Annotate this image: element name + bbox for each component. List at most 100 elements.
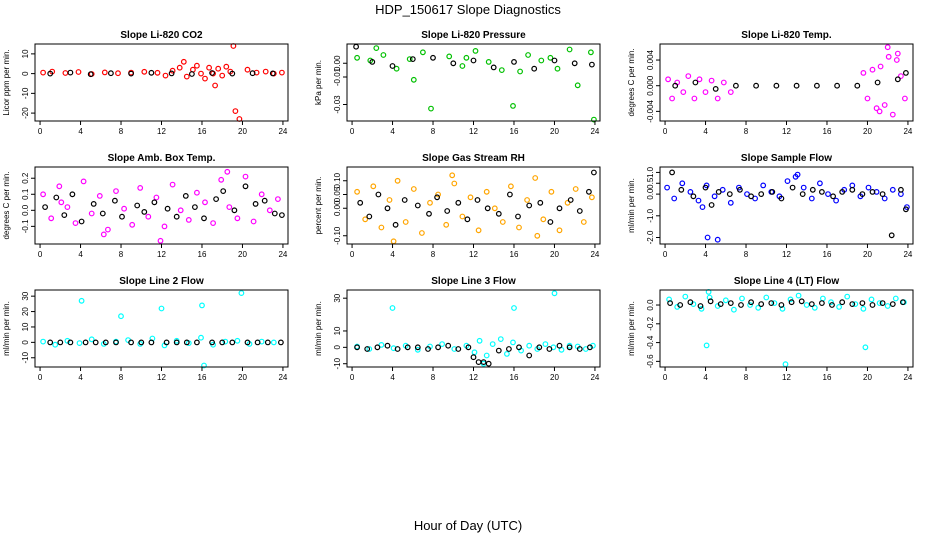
y-axis-label: degrees C per min.	[627, 48, 636, 116]
highlight-point	[163, 339, 170, 346]
highlight-point	[869, 302, 876, 308]
panel-title: Slope Li-820 CO2	[120, 30, 203, 41]
data-point	[665, 76, 671, 83]
highlight-point	[69, 191, 76, 198]
data-point	[198, 334, 204, 341]
highlight-point	[78, 218, 85, 225]
highlight-point	[768, 300, 775, 307]
x-tick-label: 20	[863, 250, 872, 259]
data-point	[386, 197, 393, 203]
data-point	[704, 234, 711, 241]
data-point	[476, 337, 483, 344]
panel-title: Slope Sample Flow	[741, 153, 832, 164]
highlight-point	[566, 344, 573, 351]
data-point	[244, 66, 251, 73]
highlight-point	[209, 339, 216, 346]
data-point	[510, 102, 516, 109]
data-point	[224, 168, 231, 175]
highlight-point	[898, 186, 904, 193]
highlight-point	[571, 60, 578, 67]
highlight-point	[426, 210, 432, 217]
y-tick-label: 0.2	[21, 172, 30, 184]
highlight-point	[834, 82, 840, 89]
highlight-point	[92, 339, 99, 346]
panel-title: Slope Amb. Box Temp.	[108, 153, 216, 164]
data-point	[711, 193, 718, 200]
data-point	[794, 171, 801, 178]
highlight-point	[470, 354, 477, 361]
highlight-point	[692, 79, 699, 86]
data-point	[534, 232, 541, 239]
y-axis-label: ml/min per min.	[2, 301, 11, 356]
data-point	[40, 69, 46, 76]
highlight-point	[188, 71, 195, 77]
x-tick-label: 8	[744, 373, 749, 382]
data-point	[696, 76, 703, 83]
data-point	[78, 297, 85, 304]
y-axis-label: percent per min.	[314, 177, 323, 235]
highlight-point	[264, 339, 271, 346]
highlight-point	[576, 346, 583, 352]
y-tick-label: 0	[21, 340, 30, 345]
data-point	[202, 75, 208, 82]
data-point	[101, 69, 108, 76]
data-point	[169, 181, 176, 188]
highlight-point	[47, 339, 54, 346]
x-tick-label: 12	[469, 373, 478, 382]
data-point	[747, 302, 753, 308]
highlight-point	[475, 359, 482, 366]
highlight-point	[717, 301, 724, 308]
highlight-point	[455, 199, 462, 206]
data-point	[373, 45, 380, 51]
highlight-point	[799, 191, 806, 198]
data-points	[666, 289, 907, 368]
y-tick-label: 0.00	[333, 55, 342, 71]
data-point	[362, 216, 369, 223]
plot-frame	[346, 166, 601, 245]
x-tick-label: 24	[278, 127, 287, 136]
x-tick-label: 20	[550, 373, 559, 382]
highlight-point	[271, 210, 278, 217]
x-tick-label: 8	[431, 127, 436, 136]
highlight-point	[526, 352, 533, 359]
data-point	[591, 116, 597, 123]
x-tick-label: 0	[663, 250, 668, 259]
data-point	[580, 219, 587, 225]
data-point	[113, 188, 119, 195]
chart-panel: Slope Li-820 Pressure kPa per min. 0 4 8 12 16…	[314, 30, 601, 136]
data-point	[548, 188, 555, 195]
y-tick-label: 10	[21, 49, 30, 58]
data-point	[443, 221, 450, 228]
y-tick-label: -10	[21, 351, 30, 363]
data-point	[96, 192, 103, 199]
highlight-point	[511, 59, 517, 65]
y-tick-label: -0.1	[21, 219, 30, 233]
highlight-point	[87, 71, 94, 78]
highlight-point	[134, 202, 141, 209]
data-point	[817, 180, 823, 187]
x-tick-label: 20	[238, 373, 247, 382]
highlight-point	[567, 197, 574, 203]
data-point	[100, 231, 107, 238]
x-tick-label: 4	[78, 127, 83, 136]
data-point	[380, 52, 387, 58]
highlight-point	[229, 70, 236, 77]
highlight-point	[464, 216, 471, 223]
y-tick-label: 30	[333, 293, 342, 302]
data-point	[137, 184, 144, 191]
highlight-point	[506, 346, 512, 352]
data-point	[524, 197, 530, 203]
data-point	[410, 76, 417, 83]
highlight-point	[138, 339, 145, 346]
highlight-point	[677, 302, 684, 308]
highlight-point	[353, 43, 360, 50]
highlight-point	[753, 82, 759, 89]
data-point	[538, 57, 545, 64]
data-point	[472, 48, 479, 54]
data-point	[378, 342, 385, 348]
data-point	[828, 299, 834, 306]
data-point	[262, 68, 269, 75]
y-tick-label: 0.0	[646, 188, 655, 200]
highlight-point	[712, 85, 719, 92]
data-point	[193, 62, 200, 69]
